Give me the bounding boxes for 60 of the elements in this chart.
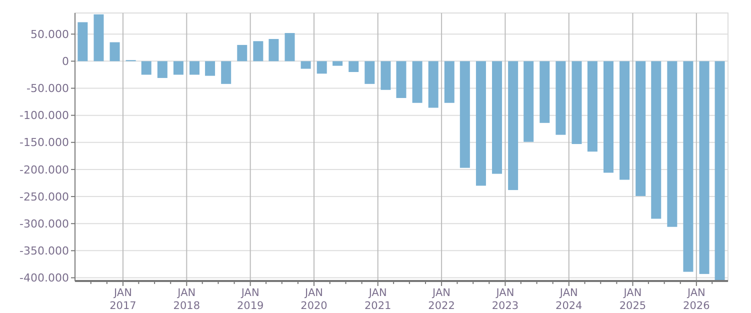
y-tick-label: 0 [62,55,69,68]
bar [651,61,662,219]
bar [603,61,614,173]
x-tick-label: JAN 2017 [110,287,136,312]
bar [683,61,694,272]
bar [636,61,646,196]
bar [94,14,104,62]
bar [396,61,406,98]
x-tick-label: JAN 2020 [300,287,328,312]
bar [205,61,216,76]
bar [699,61,710,274]
x-tick-label: JAN 2022 [428,287,455,312]
y-tick-label: -150.000 [20,136,69,150]
bar [173,61,184,75]
bar [460,61,470,168]
bar [556,61,566,135]
bar [380,61,391,90]
x-tick-label: JAN 2026 [683,287,710,312]
bar [300,61,311,69]
bar [540,61,550,123]
x-tick-label: JAN 2019 [236,287,264,312]
bar [428,61,438,108]
bar [221,61,232,84]
bar [364,61,375,84]
bar [572,61,582,144]
y-tick-label: 50.000 [30,28,69,41]
bar [78,22,88,62]
bar [141,61,152,75]
bar [714,61,725,280]
bar [332,61,343,66]
bar [587,61,598,152]
bar [508,61,518,190]
y-tick-label: -50.000 [26,82,69,96]
bar [476,61,486,186]
y-tick-label: -250.000 [20,190,69,204]
bar [620,61,630,180]
bar [190,61,200,75]
x-tick-label: JAN 2018 [173,287,200,312]
y-tick-label: -200.000 [20,163,69,176]
bar [524,61,534,142]
y-tick-label: -100.000 [20,109,69,122]
y-tick-label: -400.000 [20,272,69,285]
x-tick-label: JAN 2023 [492,287,519,312]
x-tick-label: JAN 2021 [364,287,392,312]
x-tick-label: JAN 2024 [556,287,583,312]
bar [667,61,678,227]
bar [284,33,295,62]
x-tick-label: JAN 2025 [619,287,646,312]
bar [348,61,359,72]
y-tick-label: -350.000 [20,244,69,258]
bar [492,61,502,174]
bar [110,42,120,62]
bar [444,61,454,103]
bar [157,61,168,78]
bar [268,38,279,62]
bar [237,44,248,62]
bar [316,61,327,74]
bar [253,41,264,62]
y-tick-label: -300.000 [20,217,69,230]
bar [412,61,422,103]
